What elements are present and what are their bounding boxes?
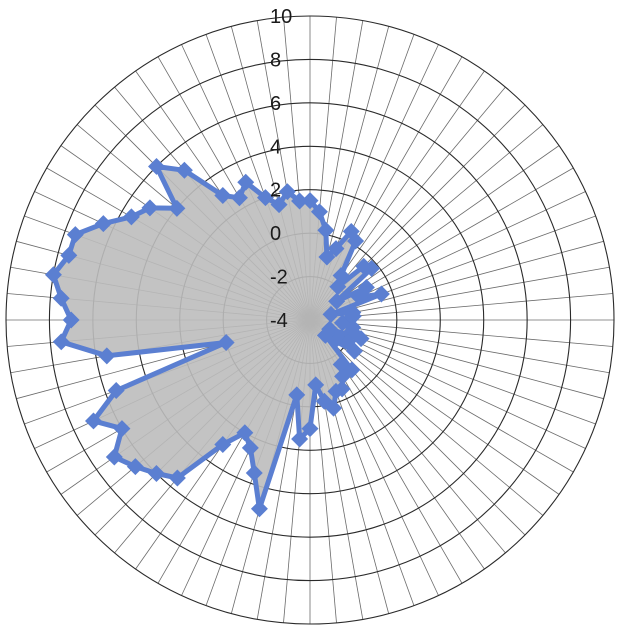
grid-ring (48, 58, 572, 582)
radial-tick-label: -2 (270, 267, 288, 289)
series-marker (318, 248, 336, 266)
spoke-line (309, 319, 613, 347)
series-marker (241, 439, 259, 457)
series-marker (301, 420, 319, 438)
series-marker (327, 382, 345, 400)
series-marker (52, 289, 70, 307)
series-marker (62, 311, 80, 329)
series-marker (52, 333, 70, 351)
series-marker (122, 208, 140, 226)
series-marker (291, 192, 309, 210)
series-marker (332, 356, 350, 373)
series-marker (230, 189, 248, 207)
series-marker (270, 196, 288, 214)
series-marker (328, 292, 346, 310)
radial-tick-label: 10 (270, 6, 292, 28)
series-marker (352, 330, 370, 348)
series-marker (301, 192, 319, 210)
series-marker (237, 173, 255, 191)
series-marker (347, 232, 365, 250)
spoke-line (309, 240, 604, 321)
series-marker (288, 386, 306, 404)
series-marker (310, 203, 328, 221)
spoke-line (309, 145, 560, 321)
series-marker (105, 448, 123, 466)
spoke-line (309, 319, 526, 536)
series-marker (256, 189, 274, 207)
series-marker (141, 199, 159, 217)
series-marker (98, 347, 116, 365)
series-marker (175, 161, 193, 179)
series-marker (372, 285, 390, 303)
radial-tick-label: 6 (270, 93, 281, 115)
series-marker (126, 458, 144, 476)
series-marker (350, 288, 368, 306)
radial-tick-labels: 10 8 6 4 2 0 -2 -4 (270, 6, 292, 332)
series-marker (147, 465, 165, 482)
series-marker (317, 221, 335, 239)
series-marker (315, 392, 333, 410)
series-marker (84, 412, 102, 430)
series-marker (107, 382, 125, 400)
series-marker (345, 342, 363, 360)
series-marker (363, 259, 381, 277)
series-marker (329, 278, 347, 296)
series-marker (316, 326, 334, 344)
series-marker (66, 226, 84, 244)
series-marker (214, 187, 232, 204)
series-marker (113, 420, 131, 438)
radial-tick-label: 2 (270, 180, 281, 202)
series-marker (322, 305, 340, 323)
grid-ring (5, 15, 615, 625)
series-marker (245, 464, 263, 482)
series-marker (250, 500, 268, 518)
series-layer (44, 157, 390, 518)
series-marker (327, 240, 345, 258)
series-marker (291, 430, 309, 448)
series-marker (357, 278, 375, 296)
radial-tick-label: 8 (270, 49, 281, 71)
series-marker (236, 424, 254, 442)
series-marker (168, 199, 186, 217)
series-marker (148, 157, 165, 175)
series-marker (278, 183, 296, 201)
series-marker (217, 334, 235, 351)
series-marker (334, 367, 352, 385)
radial-tick-label: -4 (270, 310, 288, 332)
series-marker (214, 436, 232, 454)
series-marker (60, 246, 78, 264)
series-marker (94, 215, 112, 233)
radial-tick-label: 4 (270, 136, 281, 158)
radial-tick-label: 0 (270, 223, 281, 245)
series-marker (44, 266, 62, 284)
series-marker (307, 376, 325, 394)
series-marker (168, 469, 186, 487)
